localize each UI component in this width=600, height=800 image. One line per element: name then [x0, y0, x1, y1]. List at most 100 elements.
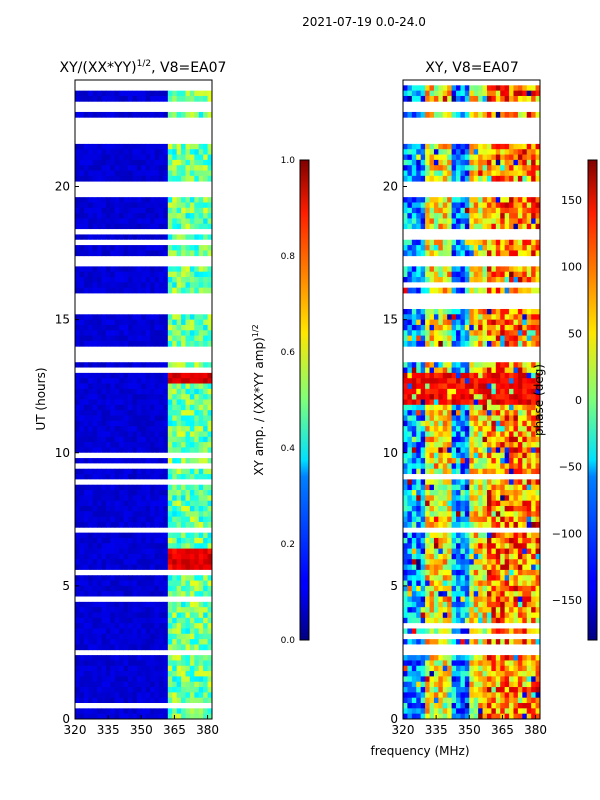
amp-cell	[194, 372, 200, 379]
phase-cell	[447, 458, 453, 464]
phase-cell	[407, 426, 413, 432]
amp-cell	[83, 229, 89, 235]
phase-cell	[482, 207, 488, 214]
amp-cell	[158, 399, 164, 406]
amp-cell	[203, 442, 208, 448]
amp-cell	[101, 713, 107, 720]
amp-cell	[79, 282, 85, 289]
phase-cell	[513, 447, 519, 454]
amp-cell	[79, 553, 85, 560]
phase-cell	[504, 282, 510, 289]
amp-cell	[150, 468, 155, 475]
phase-cell	[447, 170, 453, 177]
amp-cell	[158, 95, 164, 102]
amp-cell	[163, 697, 169, 704]
amp-cell	[198, 484, 204, 491]
phase-cell	[522, 154, 528, 161]
amp-cell	[119, 671, 125, 677]
amp-cell	[172, 687, 178, 693]
amp-cell	[181, 95, 186, 102]
amp-cell	[154, 506, 160, 512]
amp-cell	[189, 143, 195, 150]
phase-cell	[504, 452, 510, 459]
amp-cell	[79, 383, 85, 390]
amp-cell	[128, 95, 133, 102]
phase-cell	[495, 213, 501, 219]
amp-cell	[154, 308, 160, 315]
amp-cell	[79, 484, 85, 491]
phase-cell	[438, 436, 444, 443]
amp-cell	[101, 394, 107, 400]
phase-cell	[407, 415, 413, 422]
amp-cell	[123, 420, 129, 427]
amp-cell	[101, 197, 107, 203]
phase-cell	[416, 335, 422, 342]
amp-cell	[114, 537, 120, 544]
amp-cell	[97, 159, 102, 166]
amp-cell	[163, 468, 169, 475]
amp-cell	[167, 394, 173, 400]
phase-cell	[425, 138, 430, 145]
amp-cell	[172, 431, 178, 438]
amp-cell	[150, 676, 155, 683]
phase-cell	[500, 415, 506, 422]
amp-cell	[75, 553, 80, 560]
amp-cell	[207, 362, 213, 368]
amp-cell	[167, 80, 173, 86]
amp-cell	[189, 340, 195, 347]
amp-cell	[207, 266, 213, 273]
amp-cell	[198, 591, 204, 597]
phase-cell	[482, 415, 488, 422]
amp-cell	[79, 223, 85, 230]
amp-cell	[185, 367, 191, 374]
phase-cell	[460, 335, 466, 342]
amp-cell	[110, 703, 116, 709]
phase-cell	[411, 324, 417, 331]
amp-cell	[136, 697, 142, 704]
amp-cell	[105, 612, 111, 619]
phase-cell	[513, 170, 519, 177]
amp-cell	[75, 159, 80, 166]
amp-cell	[181, 580, 186, 587]
phase-cell	[522, 175, 528, 182]
phase-cell	[486, 426, 492, 432]
amp-cell	[198, 543, 204, 550]
amp-cell	[101, 335, 107, 342]
amp-cell	[181, 362, 186, 368]
phase-cell	[451, 330, 457, 336]
amp-cell	[114, 665, 120, 672]
amp-cell	[189, 95, 195, 102]
amp-cell	[141, 703, 147, 709]
phase-cell	[442, 367, 448, 374]
amp-cell	[136, 95, 142, 102]
amp-cell	[163, 95, 169, 102]
amp-cell	[145, 378, 151, 384]
amp-cell	[123, 633, 129, 640]
amp-cell	[105, 149, 111, 155]
phase-cell	[416, 277, 422, 283]
amp-cell	[158, 266, 164, 273]
amp-cell	[145, 484, 151, 491]
amp-cell	[83, 245, 89, 251]
phase-cell	[464, 165, 470, 171]
amp-cell	[181, 245, 186, 251]
amp-cell	[92, 426, 98, 432]
amp-cell	[79, 543, 85, 550]
amp-cell	[163, 596, 169, 603]
phase-cell	[491, 468, 497, 475]
amp-cell	[136, 223, 142, 230]
amp-cell	[123, 623, 129, 629]
phase-cell	[522, 85, 528, 92]
amp-cell	[158, 197, 164, 203]
amp-cell	[158, 468, 164, 475]
phase-cell	[495, 218, 501, 225]
amp-cell	[101, 383, 107, 390]
phase-cell	[416, 463, 422, 470]
amp-cell	[207, 644, 213, 651]
phase-cell	[451, 218, 457, 225]
phase-cell	[526, 340, 532, 347]
amp-cell	[132, 218, 138, 225]
phase-cell	[478, 218, 483, 225]
phase-cell	[407, 202, 413, 209]
phase-cell	[486, 154, 492, 161]
